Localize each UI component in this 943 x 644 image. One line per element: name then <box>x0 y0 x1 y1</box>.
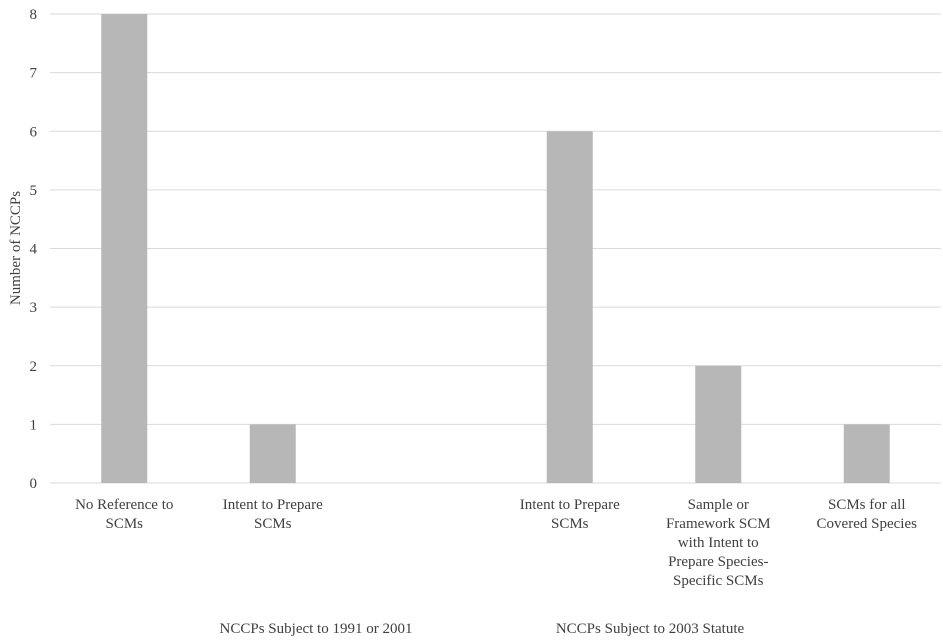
x-category-label: Intent to Prepare SCMs <box>223 497 323 532</box>
bar <box>843 424 890 483</box>
x-category-label: SCMs for all Covered Species <box>817 497 918 532</box>
x-category-label: Intent to Prepare SCMs <box>520 497 620 532</box>
y-tick-label: 7 <box>30 66 38 82</box>
y-tick-label: 4 <box>30 242 38 258</box>
y-tick-label: 8 <box>30 7 38 23</box>
y-tick-label: 1 <box>30 417 38 433</box>
y-tick-label: 3 <box>30 300 38 316</box>
bar <box>546 131 593 483</box>
group-label: NCCPs Subject to 2003 Statute <box>556 621 745 637</box>
bars <box>101 14 890 483</box>
x-category-label: Sample or Framework SCM with Intent to Prep… <box>666 497 771 589</box>
bar <box>695 365 742 483</box>
bar <box>101 14 148 483</box>
y-tick-label: 2 <box>30 359 38 375</box>
group-label: NCCPs Subject to 1991 or 2001 <box>220 621 413 637</box>
y-tick-label: 5 <box>30 183 38 199</box>
y-tick-labels: 0 1 2 3 4 5 6 7 8 <box>30 7 38 492</box>
y-tick-label: 6 <box>30 124 38 140</box>
y-tick-label: 0 <box>30 476 38 492</box>
bar <box>249 424 296 483</box>
y-axis-title: Number of NCCPs <box>8 191 24 305</box>
group-labels: NCCPs Subject to 1991 or 2001 NCCPs Subje… <box>220 621 745 637</box>
x-category-labels: No Reference to SCMs Intent to Prepare SCMs… <box>75 497 917 589</box>
x-category-label: No Reference to SCMs <box>75 497 173 532</box>
gridlines <box>50 13 941 484</box>
